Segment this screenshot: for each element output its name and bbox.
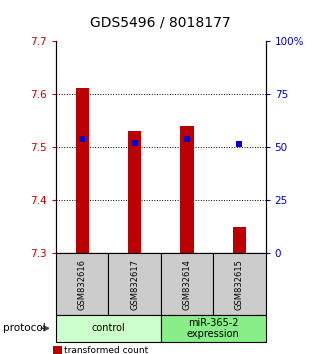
Text: GSM832617: GSM832617 — [130, 258, 139, 310]
Text: GSM832616: GSM832616 — [78, 258, 87, 310]
Text: protocol: protocol — [3, 323, 46, 333]
Text: miR-365-2
expression: miR-365-2 expression — [187, 318, 240, 339]
Bar — [233, 227, 246, 253]
Text: GDS5496 / 8018177: GDS5496 / 8018177 — [90, 16, 230, 30]
Text: GSM832615: GSM832615 — [235, 259, 244, 309]
Bar — [76, 88, 89, 253]
Bar — [128, 131, 141, 253]
Text: control: control — [92, 323, 125, 333]
Text: transformed count: transformed count — [64, 346, 148, 354]
Text: GSM832614: GSM832614 — [182, 259, 191, 309]
Bar — [180, 126, 194, 253]
